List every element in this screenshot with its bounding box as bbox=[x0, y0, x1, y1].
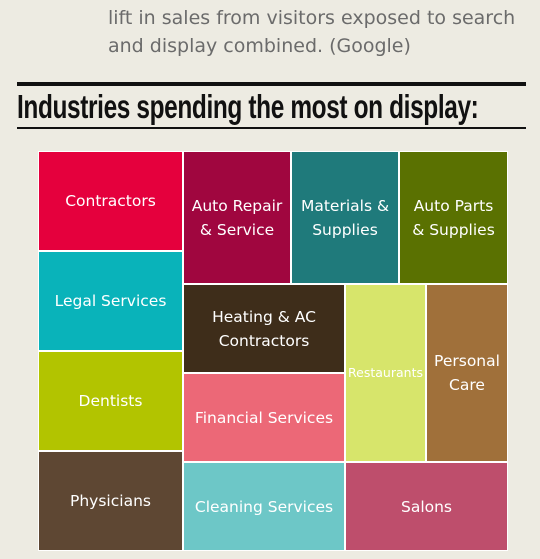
tile-physicians: Physicians bbox=[38, 451, 183, 551]
tile-label: Personal Care bbox=[434, 352, 500, 394]
tile-auto-parts-and-supplies: Auto Parts & Supplies bbox=[399, 151, 508, 284]
tile-salons: Salons bbox=[345, 462, 508, 551]
treemap-chart: Contractors Legal Services Dentists Physici… bbox=[38, 151, 508, 551]
tile-personal-care: Personal Care bbox=[426, 284, 508, 462]
tile-label: Cleaning Services bbox=[194, 497, 334, 516]
tile-materials-and-supplies: Materials & Supplies bbox=[291, 151, 399, 284]
tile-dentists: Dentists bbox=[38, 351, 183, 451]
tile-label: Salons bbox=[400, 497, 453, 516]
heading-rule-bottom bbox=[17, 127, 526, 129]
tile-financial-services: Financial Services bbox=[183, 373, 345, 462]
tile-legal-services: Legal Services bbox=[38, 251, 183, 351]
tile-restaurants: Restaurants bbox=[345, 284, 426, 462]
tile-label: Dentists bbox=[78, 392, 143, 410]
tile-auto-repair-and-service: Auto Repair & Service bbox=[183, 151, 291, 284]
tile-label: Financial Services bbox=[194, 408, 334, 427]
tile-label: Auto Parts & Supplies bbox=[412, 196, 495, 239]
tile-label: Legal Services bbox=[54, 292, 167, 310]
tile-label: Contractors bbox=[65, 192, 156, 210]
tile-heating-and-ac-contractors: Heating & AC Contractors bbox=[183, 284, 345, 373]
tile-contractors: Contractors bbox=[38, 151, 183, 251]
tile-cleaning-services: Cleaning Services bbox=[183, 462, 345, 551]
tile-label: Auto Repair & Service bbox=[191, 196, 283, 239]
tile-label: Heating & AC Contractors bbox=[212, 307, 316, 350]
intro-text: lift in sales from visitors exposed to s… bbox=[108, 7, 516, 57]
heading-rule-top bbox=[17, 82, 526, 86]
tile-label: Materials & Supplies bbox=[300, 196, 390, 239]
chart-heading: Industries spending the most on display: bbox=[17, 88, 479, 125]
tile-label: Restaurants bbox=[348, 365, 423, 380]
tile-label: Physicians bbox=[70, 492, 151, 510]
